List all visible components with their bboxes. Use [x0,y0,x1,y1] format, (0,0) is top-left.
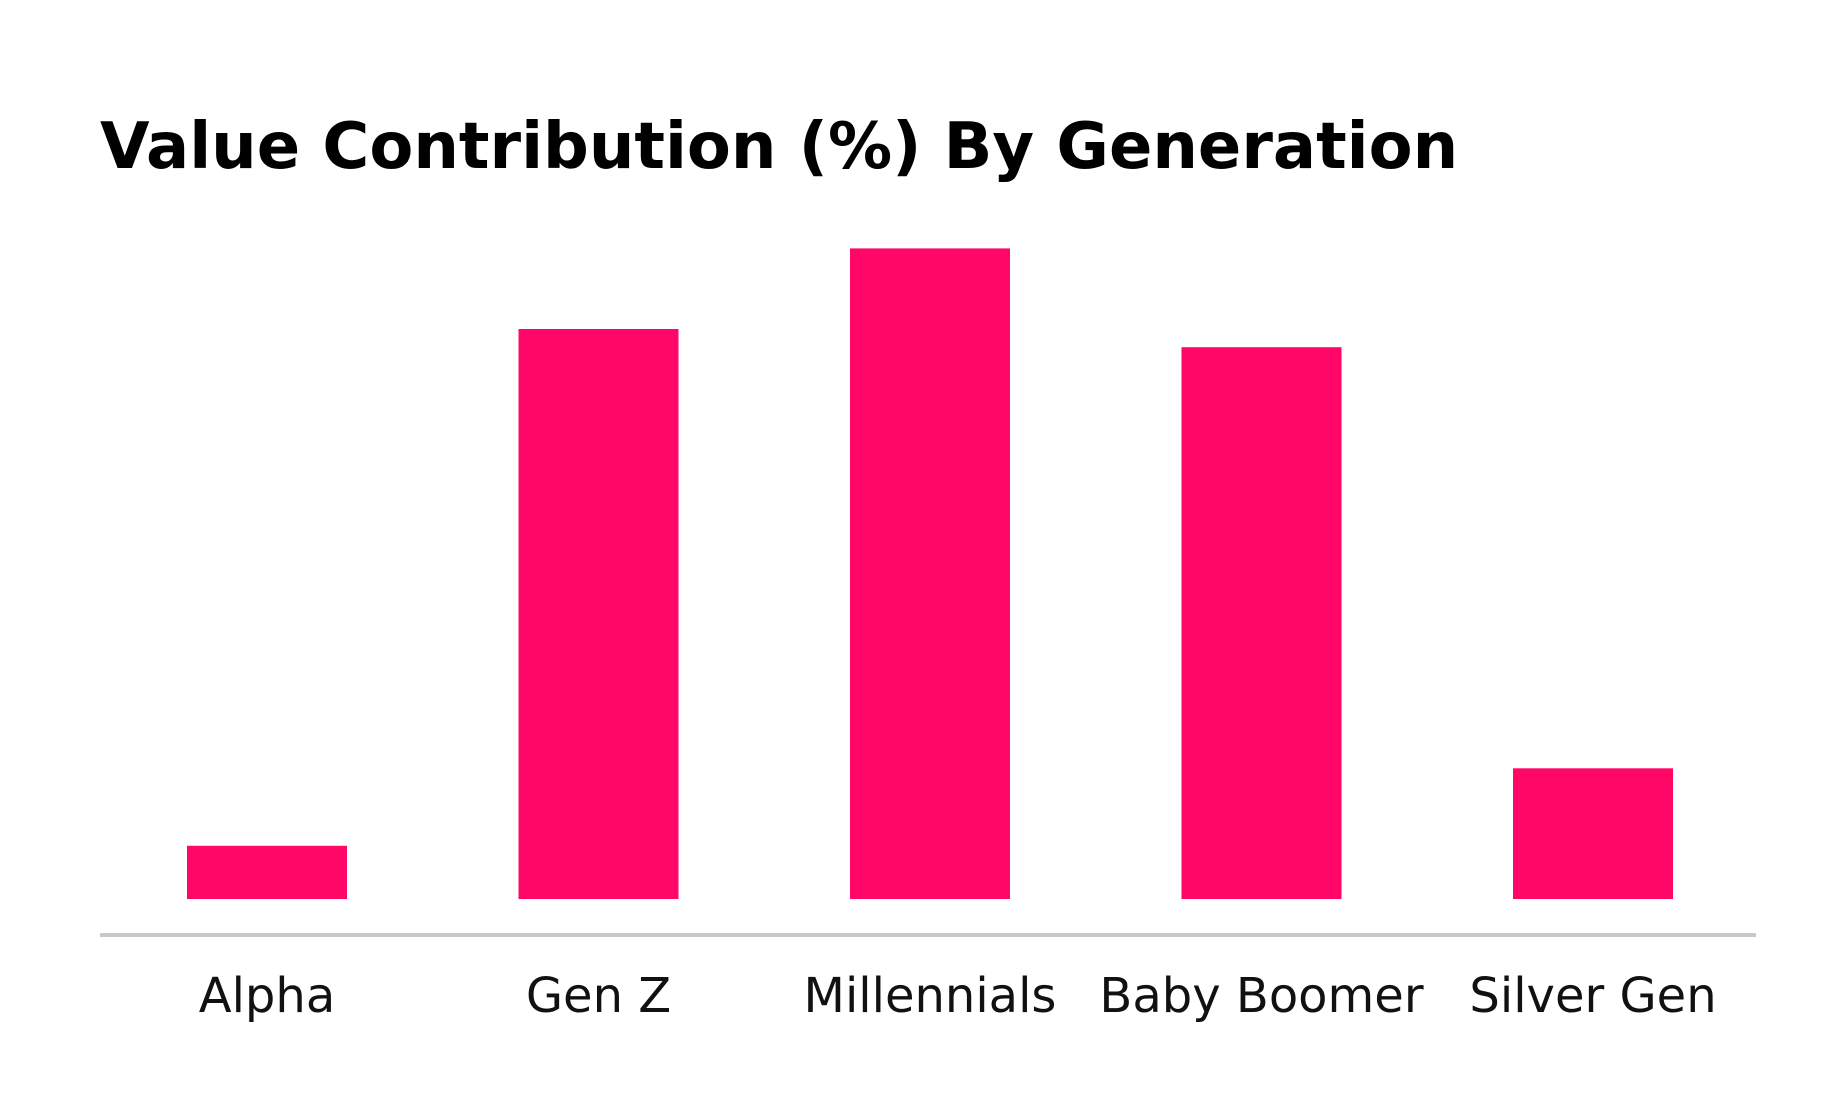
bar-baby-boomer [1181,347,1342,899]
bar-millennials [850,248,1010,899]
x-tick-label: Silver Gen [1469,968,1716,1024]
x-tick-label: Millennials [804,968,1057,1024]
x-tick-label: Gen Z [526,968,671,1024]
chart-title: Value Contribution (%) By Generation [100,110,1458,184]
bar-alpha [187,845,347,899]
x-tick-labels: Alpha Gen Z Millennials Baby Boomer Silver G… [199,968,1717,1024]
bar-gen-z [518,329,679,899]
x-tick-label: Baby Boomer [1099,968,1423,1024]
bars-group [187,248,1673,899]
x-tick-label: Alpha [199,968,335,1024]
bar-silver-gen [1513,768,1673,899]
